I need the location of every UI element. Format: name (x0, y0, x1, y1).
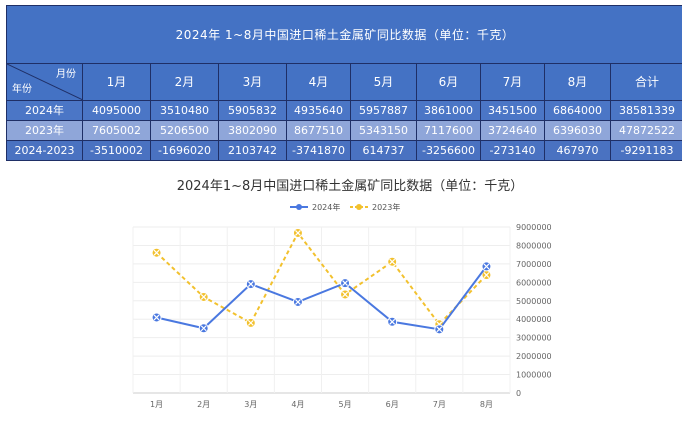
y-tick-label: 4000000 (516, 315, 552, 324)
x-tick-label: 7月 (433, 400, 446, 409)
x-tick-label: 3月 (244, 400, 257, 409)
table-cell: -9291183 (610, 140, 682, 161)
column-header: 7月 (480, 63, 545, 101)
series-layer (151, 227, 492, 335)
legend-label: 2023年 (372, 202, 400, 212)
table-row: 2024-2023 -3510002 -1696020 2103742 -374… (6, 140, 682, 161)
corner-bottom-label: 年份 (12, 84, 32, 95)
y-tick-label: 1000000 (516, 371, 552, 380)
table-cell: 3724640 (480, 120, 545, 141)
column-header: 5月 (350, 63, 417, 101)
table-row: 2024年 4095000 3510480 5905832 4935640 59… (6, 100, 682, 121)
x-tick-label: 1月 (150, 400, 163, 409)
table-cell: -3510002 (82, 140, 151, 161)
table-cell: -3741870 (286, 140, 351, 161)
row-label: 2024年 (6, 100, 83, 121)
table-title: 2024年 1~8月中国进口稀土金属矿同比数据（单位：千克） (6, 5, 682, 64)
column-header: 4月 (286, 63, 351, 101)
data-point-marker (247, 319, 254, 326)
data-point-marker (200, 325, 207, 332)
table-cell: 7605002 (82, 120, 151, 141)
x-tick-label: 6月 (386, 400, 399, 409)
table-cell: 2103742 (218, 140, 287, 161)
table-cell: 4935640 (286, 100, 351, 121)
table-cell: 38581339 (610, 100, 682, 121)
legend-marker (356, 204, 362, 210)
data-point-marker (483, 272, 490, 278)
data-point-marker (153, 314, 160, 321)
y-tick-label: 5000000 (516, 297, 552, 306)
table-cell: 3451500 (480, 100, 545, 121)
data-point-marker (342, 291, 348, 298)
x-tick-label: 4月 (291, 400, 304, 409)
y-tick-label: 0 (516, 389, 521, 398)
corner-header: 月份 年份 (6, 63, 83, 101)
data-table: 2024年 1~8月中国进口稀土金属矿同比数据（单位：千克） 月份 年份 1月 … (6, 5, 682, 161)
corner-top-label: 月份 (56, 69, 76, 80)
data-point-marker (389, 258, 396, 265)
y-tick-label: 9000000 (516, 223, 552, 232)
legend-marker (296, 204, 302, 210)
table-cell: 5206500 (150, 120, 219, 141)
table-cell: 614737 (350, 140, 417, 161)
data-point-marker (295, 230, 301, 236)
table-cell: 6396030 (544, 120, 611, 141)
axes: 0 1000000 2000000 3000000 4000000 5000000 6000… (150, 223, 552, 409)
y-tick-label: 6000000 (516, 278, 552, 287)
row-label: 2023年 (6, 120, 83, 141)
table-cell: 6864000 (544, 100, 611, 121)
table-cell: 8677510 (286, 120, 351, 141)
x-tick-label: 8月 (480, 400, 493, 409)
data-point-marker (389, 318, 396, 325)
diagonal-divider (7, 64, 82, 100)
data-point-marker (200, 294, 207, 300)
column-header: 3月 (218, 63, 287, 101)
column-header: 6月 (416, 63, 481, 101)
grid (132, 226, 511, 394)
table-cell: 4095000 (82, 100, 151, 121)
data-point-marker (436, 326, 443, 333)
table-cell: 7117600 (416, 120, 481, 141)
table-cell: -273140 (480, 140, 545, 161)
table-cell: 467970 (544, 140, 611, 161)
row-label: 2024-2023 (6, 140, 83, 161)
data-point-marker (483, 263, 490, 270)
y-tick-label: 8000000 (516, 241, 552, 250)
chart-title: 2024年1~8月中国进口稀土金属矿同比数据（单位：千克） (176, 179, 524, 194)
series-line (155, 231, 488, 326)
table-cell: -3256600 (416, 140, 481, 161)
data-point-marker (342, 280, 348, 287)
column-header: 合计 (610, 63, 682, 101)
table-cell: 3802090 (218, 120, 287, 141)
y-tick-label: 7000000 (516, 260, 552, 269)
table-cell: -1696020 (150, 140, 219, 161)
y-tick-label: 2000000 (516, 352, 552, 361)
series-line (156, 265, 488, 331)
x-tick-label: 2月 (197, 400, 210, 409)
legend-label: 2024年 (312, 202, 340, 212)
data-point-marker (295, 299, 301, 305)
x-tick-label: 5月 (339, 400, 352, 409)
data-point-marker (247, 281, 254, 287)
data-point-marker (153, 249, 160, 256)
legend: 2024年 2023年 (290, 202, 400, 212)
column-header: 1月 (82, 63, 151, 101)
y-tick-label: 3000000 (516, 334, 552, 343)
